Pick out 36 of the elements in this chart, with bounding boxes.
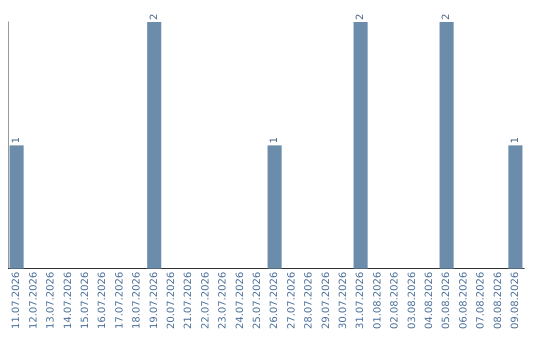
- x-tick-label: 01.08.2026: [372, 272, 384, 330]
- x-tick-label: 31.07.2026: [355, 272, 366, 330]
- x-tick-label: 18.07.2026: [132, 272, 143, 330]
- x-tick-label: 04.08.2026: [424, 272, 435, 330]
- x-tick-label: 27.07.2026: [286, 272, 298, 330]
- data-label: 2: [148, 14, 160, 20]
- x-tick-label: 05.08.2026: [441, 272, 452, 330]
- x-tick-label: 16.07.2026: [97, 272, 108, 330]
- data-label: 2: [355, 14, 366, 20]
- x-tick-label: 15.07.2026: [80, 272, 91, 330]
- data-label: 2: [441, 14, 452, 20]
- x-tick-label: 02.08.2026: [390, 272, 401, 330]
- x-tick-label: 30.07.2026: [338, 272, 349, 330]
- x-tick-label: 03.08.2026: [406, 272, 418, 330]
- x-tick-label: 24.07.2026: [234, 272, 246, 330]
- x-tick-label: 28.07.2026: [304, 272, 315, 330]
- x-tick-label: 19.07.2026: [148, 272, 160, 330]
- x-tick-label: 06.08.2026: [458, 272, 470, 330]
- x-tick-label: 29.07.2026: [320, 272, 332, 330]
- x-tick-label: 26.07.2026: [269, 272, 280, 330]
- x-tick-label: 17.07.2026: [114, 272, 126, 330]
- x-tick-label: 11.07.2026: [11, 272, 22, 330]
- x-tick-label: 12.07.2026: [28, 272, 40, 330]
- x-tick-label: 14.07.2026: [62, 272, 74, 330]
- data-label: 1: [510, 136, 521, 144]
- x-tick-label: 08.08.2026: [492, 272, 504, 330]
- data-label: 1: [11, 136, 22, 144]
- x-tick-label: 20.07.2026: [166, 272, 177, 330]
- x-tick-label: 25.07.2026: [252, 272, 263, 330]
- x-tick-label: 13.07.2026: [46, 272, 57, 330]
- x-tick-label: 07.08.2026: [476, 272, 487, 330]
- x-tick-label: 23.07.2026: [218, 272, 229, 330]
- x-tick-label: 09.08.2026: [510, 272, 521, 330]
- x-tick-label: 21.07.2026: [183, 272, 194, 330]
- x-tick-label: 22.07.2026: [200, 272, 212, 330]
- data-label: 1: [269, 136, 280, 144]
